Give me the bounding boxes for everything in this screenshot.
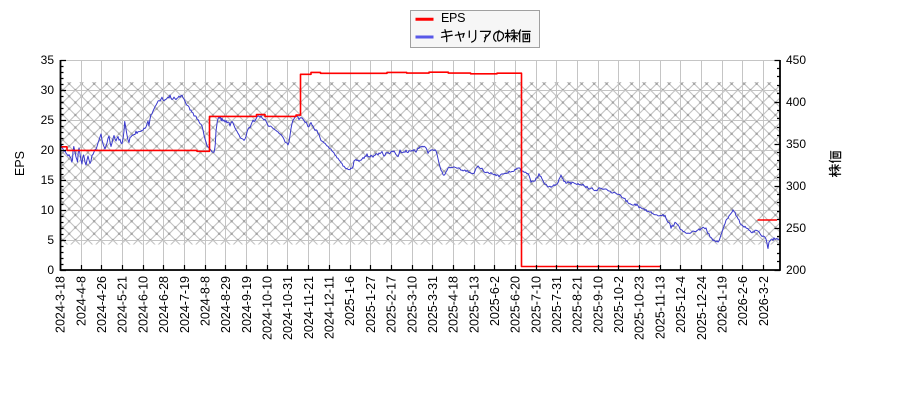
svg-text:2024-8-29: 2024-8-29: [219, 276, 233, 333]
svg-text:2024-6-10: 2024-6-10: [136, 276, 150, 333]
svg-text:20: 20: [41, 143, 55, 157]
svg-text:450: 450: [786, 53, 806, 67]
svg-text:2025-6-2: 2025-6-2: [488, 276, 502, 326]
svg-text:2025-3-31: 2025-3-31: [426, 276, 440, 333]
svg-text:200: 200: [786, 263, 806, 277]
svg-text:2026-1-19: 2026-1-19: [715, 276, 729, 333]
svg-text:2025-1-27: 2025-1-27: [364, 276, 378, 333]
svg-text:2025-9-10: 2025-9-10: [591, 276, 605, 333]
svg-text:2024-10-10: 2024-10-10: [260, 276, 274, 340]
svg-text:2024-3-18: 2024-3-18: [54, 276, 68, 333]
svg-text:35: 35: [41, 53, 55, 67]
svg-text:2024-4-8: 2024-4-8: [74, 276, 88, 326]
svg-text:2025-10-23: 2025-10-23: [633, 276, 647, 340]
svg-text:2024-6-28: 2024-6-28: [157, 276, 171, 333]
svg-text:350: 350: [786, 137, 806, 151]
svg-text:2025-4-18: 2025-4-18: [447, 276, 461, 333]
svg-text:2026-3-2: 2026-3-2: [757, 276, 771, 326]
svg-text:2025-7-31: 2025-7-31: [550, 276, 564, 333]
svg-text:2024-8-8: 2024-8-8: [198, 276, 212, 326]
svg-text:2025-2-17: 2025-2-17: [385, 276, 399, 333]
svg-text:2025-12-4: 2025-12-4: [674, 276, 688, 333]
svg-text:2025-10-2: 2025-10-2: [612, 276, 626, 333]
svg-text:2025-11-13: 2025-11-13: [653, 276, 667, 339]
svg-text:5: 5: [47, 233, 54, 247]
svg-text:10: 10: [41, 203, 55, 217]
svg-text:EPS: EPS: [441, 11, 465, 25]
svg-text:2025-1-6: 2025-1-6: [343, 276, 357, 326]
svg-text:2025-3-10: 2025-3-10: [405, 276, 419, 333]
svg-text:30: 30: [41, 83, 55, 97]
svg-text:2024-12-11: 2024-12-11: [323, 276, 337, 339]
svg-text:2025-8-21: 2025-8-21: [571, 276, 585, 333]
svg-text:250: 250: [786, 221, 806, 235]
svg-text:2024-7-19: 2024-7-19: [178, 276, 192, 333]
svg-text:400: 400: [786, 95, 806, 109]
svg-text:15: 15: [41, 173, 55, 187]
svg-text:2025-5-13: 2025-5-13: [467, 276, 481, 333]
svg-text:2024-11-21: 2024-11-21: [302, 276, 316, 339]
svg-text:0: 0: [47, 263, 54, 277]
svg-text:2024-4-26: 2024-4-26: [95, 276, 109, 333]
svg-text:2025-6-20: 2025-6-20: [509, 276, 523, 333]
svg-text:EPS: EPS: [13, 151, 27, 176]
svg-text:2024-10-31: 2024-10-31: [281, 276, 295, 340]
svg-text:2024-5-21: 2024-5-21: [116, 276, 130, 333]
svg-text:2025-7-10: 2025-7-10: [529, 276, 543, 333]
svg-text:300: 300: [786, 179, 806, 193]
svg-text:25: 25: [41, 113, 55, 127]
svg-text:2024-9-19: 2024-9-19: [240, 276, 254, 333]
svg-text:2025-12-24: 2025-12-24: [695, 276, 709, 340]
svg-text:2026-2-6: 2026-2-6: [736, 276, 750, 326]
